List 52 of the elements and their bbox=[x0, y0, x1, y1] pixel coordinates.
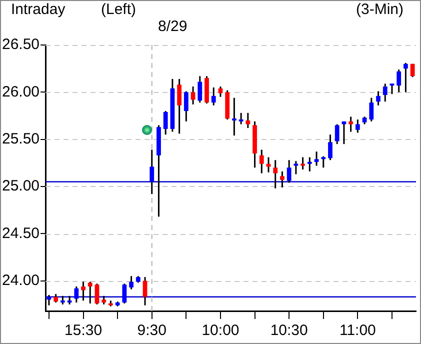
y-tick-label: 26.00 bbox=[2, 83, 40, 100]
candlestick bbox=[150, 148, 154, 195]
candlestick bbox=[184, 90, 188, 122]
x-tick-label: 11:00 bbox=[339, 322, 376, 340]
x-tick-label: 9:30 bbox=[137, 322, 166, 340]
candlestick bbox=[81, 281, 86, 302]
candlestick bbox=[211, 86, 216, 106]
candlestick bbox=[314, 150, 319, 166]
y-tick-label: 25.00 bbox=[2, 178, 40, 195]
candlestick bbox=[348, 116, 354, 133]
y-tick-label: 24.00 bbox=[2, 272, 40, 289]
candlestick bbox=[328, 134, 332, 161]
candlestick bbox=[390, 82, 394, 95]
candlestick bbox=[410, 63, 415, 78]
candlestick bbox=[190, 86, 196, 106]
candlestick bbox=[246, 112, 250, 129]
candlestick bbox=[355, 118, 360, 134]
candlestick bbox=[198, 75, 202, 104]
candlestick bbox=[163, 110, 168, 136]
candlestick bbox=[286, 159, 292, 184]
candlestick bbox=[376, 90, 380, 106]
y-tick-label: 25.50 bbox=[2, 130, 40, 148]
x-tick-label: 10:30 bbox=[270, 322, 308, 340]
x-tick-label: 10:00 bbox=[202, 322, 240, 340]
chart-subtitle: 8/29 bbox=[158, 18, 188, 35]
candlestick bbox=[294, 160, 298, 175]
y-tick-label: 26.50 bbox=[2, 36, 40, 54]
candlestick bbox=[369, 97, 374, 122]
candlestick bbox=[307, 156, 312, 172]
y-tick-label: 24.50 bbox=[2, 224, 40, 242]
candlestick bbox=[273, 159, 278, 190]
candlestick bbox=[129, 275, 134, 290]
chart-title: Intraday bbox=[11, 1, 66, 18]
candlestick bbox=[122, 282, 127, 304]
candlestick bbox=[404, 62, 408, 93]
candlestick bbox=[238, 112, 244, 125]
candlestick bbox=[94, 282, 100, 306]
candlestick bbox=[280, 170, 284, 188]
candlestick bbox=[321, 156, 326, 168]
candlestick bbox=[177, 78, 182, 134]
x-tick-label: 15:30 bbox=[64, 322, 102, 340]
candlestick bbox=[334, 123, 340, 145]
candlestick bbox=[88, 281, 92, 304]
text: (Left) bbox=[101, 1, 136, 18]
text: (3-Min) bbox=[356, 1, 404, 18]
candlestick bbox=[232, 97, 236, 136]
candlestick bbox=[300, 156, 305, 170]
candlestick bbox=[382, 82, 388, 102]
candlestick bbox=[259, 148, 264, 174]
candlestick bbox=[142, 276, 148, 306]
candlestick bbox=[396, 68, 402, 93]
candlestick bbox=[74, 286, 79, 304]
